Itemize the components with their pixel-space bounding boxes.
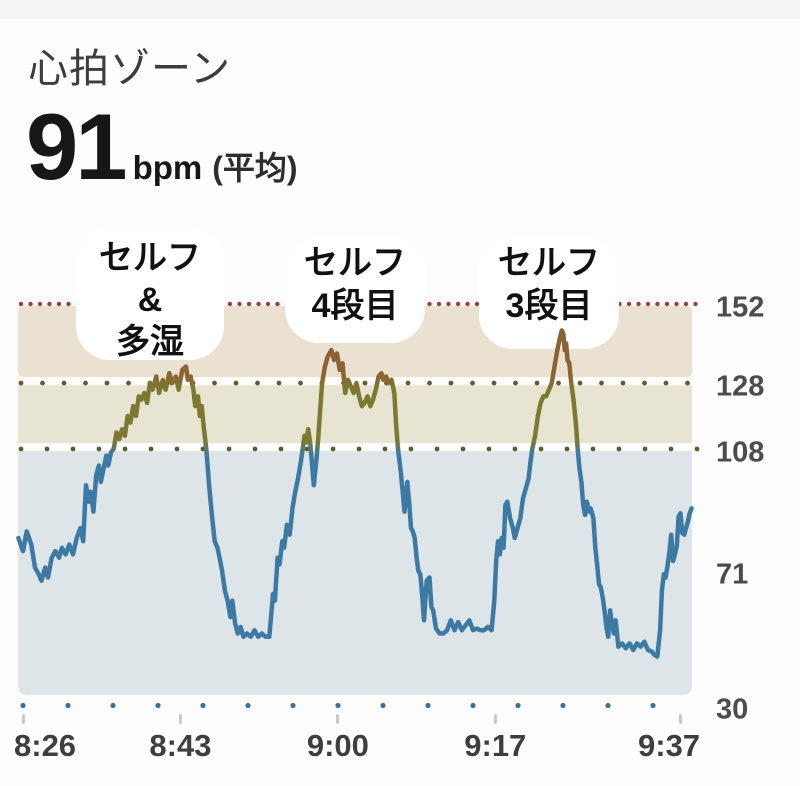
annotation-text: 多湿: [116, 323, 184, 361]
average-bpm-value: 91: [26, 94, 128, 199]
zone-30-108: [18, 450, 692, 695]
annotation-text: 3段目: [506, 286, 593, 325]
annotation-bubble: セルフ 3段目: [479, 237, 619, 349]
annotation-text: &: [138, 281, 163, 319]
y-axis-label-71: 71: [716, 558, 749, 591]
zone-bands: [18, 306, 692, 695]
dotted-line-108: [18, 446, 700, 452]
page-title: 心拍ゾーン: [28, 47, 231, 91]
zone-108-128: [18, 385, 692, 443]
x-axis-tick: [21, 714, 25, 724]
x-axis-label-9:00: 9:00: [306, 728, 369, 763]
top-strip: [0, 0, 800, 19]
annotation-text: セルフ: [498, 244, 600, 282]
y-axis-label-30: 30: [716, 693, 749, 726]
x-axis-tick: [493, 714, 497, 724]
average-heart-rate: 91 bpm (平均): [26, 100, 298, 194]
annotation-text: セルフ: [99, 239, 201, 277]
x-axis-label-9:37: 9:37: [638, 728, 701, 763]
y-axis-label-128: 128: [716, 370, 765, 403]
bpm-unit-label: bpm: [132, 149, 203, 186]
y-axis-label-152: 152: [716, 291, 765, 324]
annotation-bubble: セルフ 4段目: [285, 237, 425, 343]
x-axis-label-9:17: 9:17: [464, 728, 527, 763]
annotation-text: セルフ: [304, 244, 406, 282]
annotation-bubble: セルフ & 多湿: [76, 227, 224, 361]
x-axis-label-8:26: 8:26: [14, 728, 77, 763]
x-axis-tick: [178, 714, 182, 724]
average-qualifier-label: (平均): [212, 150, 298, 186]
x-axis-label-8:43: 8:43: [149, 728, 212, 763]
x-axis-dotted-baseline: [20, 702, 656, 709]
annotation-text: 4段目: [312, 286, 399, 325]
heart-rate-line-series: [16, 328, 694, 659]
y-axis-label-108: 108: [716, 436, 765, 469]
x-axis-tick: [336, 714, 340, 724]
annotation-bubbles: セルフ & 多湿 セルフ 4段目 セルフ 3段目: [76, 227, 619, 361]
x-axis-tick: [678, 714, 682, 724]
